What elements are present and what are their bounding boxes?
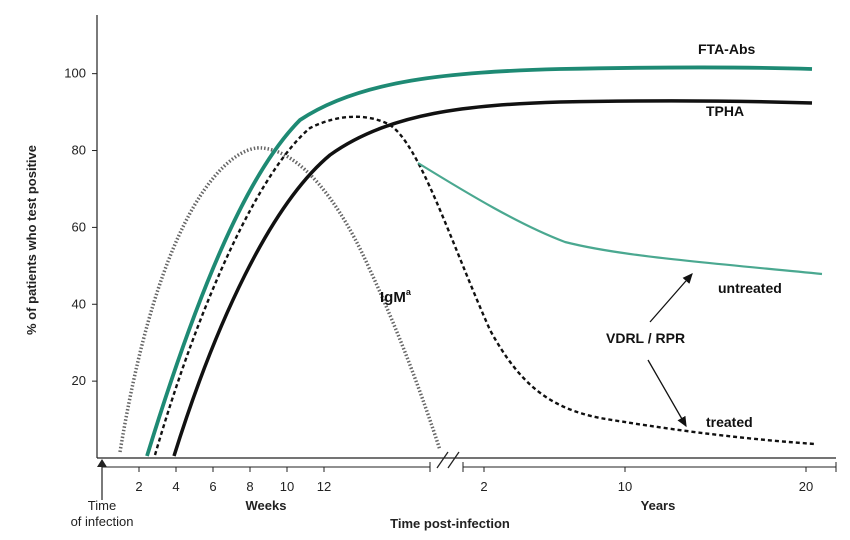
label-tpha: TPHA bbox=[706, 103, 744, 119]
y-tick-label: 40 bbox=[72, 296, 86, 311]
origin-label-line1: Time bbox=[88, 498, 116, 513]
x-tick-label: 12 bbox=[317, 479, 331, 494]
origin-label-line2: of infection bbox=[71, 514, 134, 529]
y-tick-label: 100 bbox=[64, 66, 86, 81]
x-ticks: 2 4 6 8 10 12 2 10 20 bbox=[135, 467, 813, 494]
y-tick-label: 20 bbox=[72, 373, 86, 388]
infection-arrowhead bbox=[97, 459, 107, 467]
y-tick-label: 80 bbox=[72, 143, 86, 158]
arrow-to-untreated bbox=[649, 273, 693, 323]
series-fta-abs bbox=[145, 65, 813, 457]
label-igm: IgMa bbox=[380, 287, 412, 306]
x-tick-label: 2 bbox=[480, 479, 487, 494]
axis-break-mark-1 bbox=[436, 451, 449, 469]
segment-label-years: Years bbox=[641, 498, 676, 513]
y-axis-title: % of patients who test positive bbox=[24, 145, 39, 335]
x-tick-label: 8 bbox=[246, 479, 253, 494]
arrow-to-treated bbox=[647, 359, 687, 428]
x-tick-label: 2 bbox=[135, 479, 142, 494]
label-treated: treated bbox=[706, 414, 753, 430]
series-tpha bbox=[172, 99, 813, 457]
x-tick-label: 6 bbox=[209, 479, 216, 494]
segment-label-weeks: Weeks bbox=[246, 498, 287, 513]
x-tick-label: 4 bbox=[172, 479, 179, 494]
label-fta-abs: FTA-Abs bbox=[698, 41, 755, 57]
x-tick-label: 10 bbox=[618, 479, 632, 494]
y-ticks: 20 40 60 80 100 bbox=[64, 66, 97, 388]
label-vdrl-rpr: VDRL / RPR bbox=[606, 330, 685, 346]
label-igm-sup: a bbox=[406, 287, 412, 297]
label-untreated: untreated bbox=[718, 280, 782, 296]
x-tick-label: 20 bbox=[799, 479, 813, 494]
series-untreated bbox=[417, 162, 823, 276]
x-axis-title: Time post-infection bbox=[390, 516, 510, 531]
label-igm-text: IgM bbox=[380, 289, 406, 306]
series-igm bbox=[118, 146, 442, 453]
x-tick-label: 10 bbox=[280, 479, 294, 494]
axis-break-mark-2 bbox=[447, 451, 460, 469]
series-vdrl-rpr bbox=[153, 115, 816, 456]
y-tick-label: 60 bbox=[72, 219, 86, 234]
